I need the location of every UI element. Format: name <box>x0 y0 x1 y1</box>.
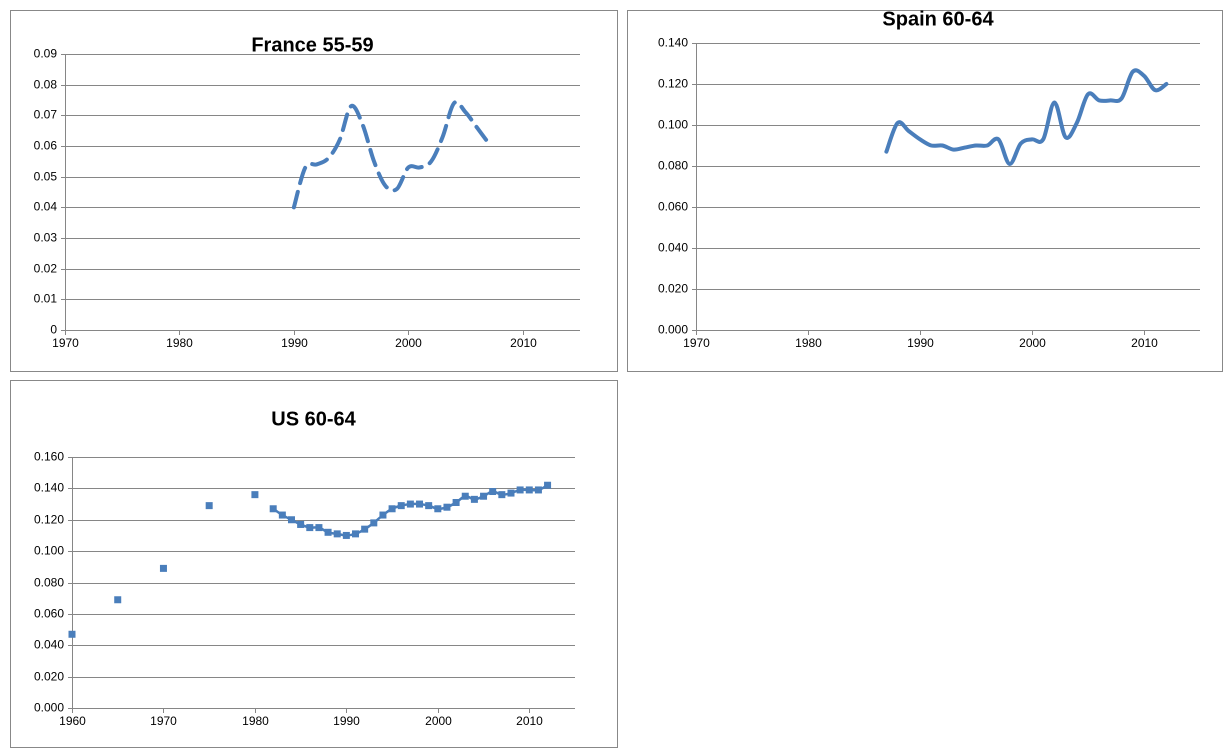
x-tick-label: 2000 <box>1019 336 1046 350</box>
y-tick-label: 0.08 <box>34 78 58 92</box>
y-tick-label: 0.04 <box>34 200 58 214</box>
data-point <box>507 489 515 497</box>
data-point <box>269 505 277 513</box>
data-point <box>251 491 259 499</box>
y-tick-label: 0.000 <box>34 701 64 715</box>
chart-title: US 60-64 <box>271 408 356 430</box>
y-tick-label: 0.160 <box>34 450 64 464</box>
data-point <box>114 596 122 604</box>
x-tick-label: 2010 <box>516 714 543 728</box>
x-tick-label: 1970 <box>150 714 177 728</box>
y-tick-label: 0.01 <box>34 292 58 306</box>
x-tick-label: 1970 <box>683 336 710 350</box>
data-point <box>516 486 524 494</box>
y-tick-label: 0.05 <box>34 170 58 184</box>
data-point <box>379 511 387 519</box>
chart-frame <box>10 10 618 372</box>
data-point <box>498 491 506 499</box>
data-point <box>406 500 414 508</box>
chart-title: France 55-59 <box>251 34 373 56</box>
data-point <box>489 488 497 496</box>
data-point <box>544 481 552 489</box>
data-point <box>333 530 341 538</box>
y-tick-label: 0.040 <box>34 638 64 652</box>
y-tick-label: 0.02 <box>34 262 58 276</box>
y-tick-label: 0.120 <box>658 77 688 91</box>
data-point <box>525 486 533 494</box>
x-tick-label: 1980 <box>242 714 269 728</box>
y-tick-label: 0.100 <box>34 544 64 558</box>
data-line <box>291 100 491 210</box>
y-tick-label: 0.06 <box>34 139 58 153</box>
data-point <box>324 528 332 536</box>
data-point <box>480 492 488 500</box>
x-tick-label: 1960 <box>59 714 86 728</box>
data-point <box>388 505 396 513</box>
data-point <box>315 524 323 532</box>
x-tick-label: 2000 <box>425 714 452 728</box>
x-tick-label: 1970 <box>52 336 79 350</box>
data-point <box>534 486 542 494</box>
y-tick-label: 0.060 <box>34 607 64 621</box>
y-tick-label: 0.140 <box>34 481 64 495</box>
data-point <box>397 502 405 510</box>
y-tick-label: 0.000 <box>658 323 688 337</box>
y-tick-label: 0.100 <box>658 118 688 132</box>
y-tick-label: 0.060 <box>658 200 688 214</box>
chart-frame <box>10 380 618 748</box>
x-tick-label: 1990 <box>281 336 308 350</box>
y-tick-label: 0.09 <box>34 47 58 61</box>
y-tick-label: 0.03 <box>34 231 58 245</box>
y-tick-label: 0.040 <box>658 241 688 255</box>
x-tick-label: 1980 <box>795 336 822 350</box>
data-point <box>352 530 360 538</box>
y-tick-label: 0.080 <box>34 576 64 590</box>
data-point <box>342 531 350 539</box>
y-tick-label: 0 <box>50 323 57 337</box>
data-point <box>287 516 295 524</box>
data-point <box>68 630 76 638</box>
data-point <box>416 500 424 508</box>
data-point <box>370 519 378 527</box>
y-tick-label: 0.020 <box>34 670 64 684</box>
data-point <box>297 520 305 528</box>
data-point <box>205 502 213 510</box>
x-tick-label: 2000 <box>395 336 422 350</box>
x-tick-label: 2010 <box>510 336 537 350</box>
data-point <box>159 564 167 572</box>
data-point <box>452 498 460 506</box>
data-point <box>425 502 433 510</box>
data-point <box>470 495 478 503</box>
x-tick-label: 1990 <box>333 714 360 728</box>
data-point <box>443 503 451 511</box>
x-tick-label: 1980 <box>166 336 193 350</box>
data-point <box>306 524 314 532</box>
data-point <box>434 505 442 513</box>
y-tick-label: 0.120 <box>34 513 64 527</box>
data-point <box>278 511 286 519</box>
x-tick-label: 1990 <box>907 336 934 350</box>
y-tick-label: 0.080 <box>658 159 688 173</box>
y-tick-label: 0.07 <box>34 108 58 122</box>
chart-frame <box>627 10 1223 372</box>
chart-title: Spain 60-64 <box>882 8 994 30</box>
x-tick-label: 2010 <box>1131 336 1158 350</box>
data-line <box>884 68 1169 166</box>
data-point <box>361 525 369 533</box>
y-tick-label: 0.020 <box>658 282 688 296</box>
data-point <box>461 492 469 500</box>
y-tick-label: 0.140 <box>658 36 688 50</box>
